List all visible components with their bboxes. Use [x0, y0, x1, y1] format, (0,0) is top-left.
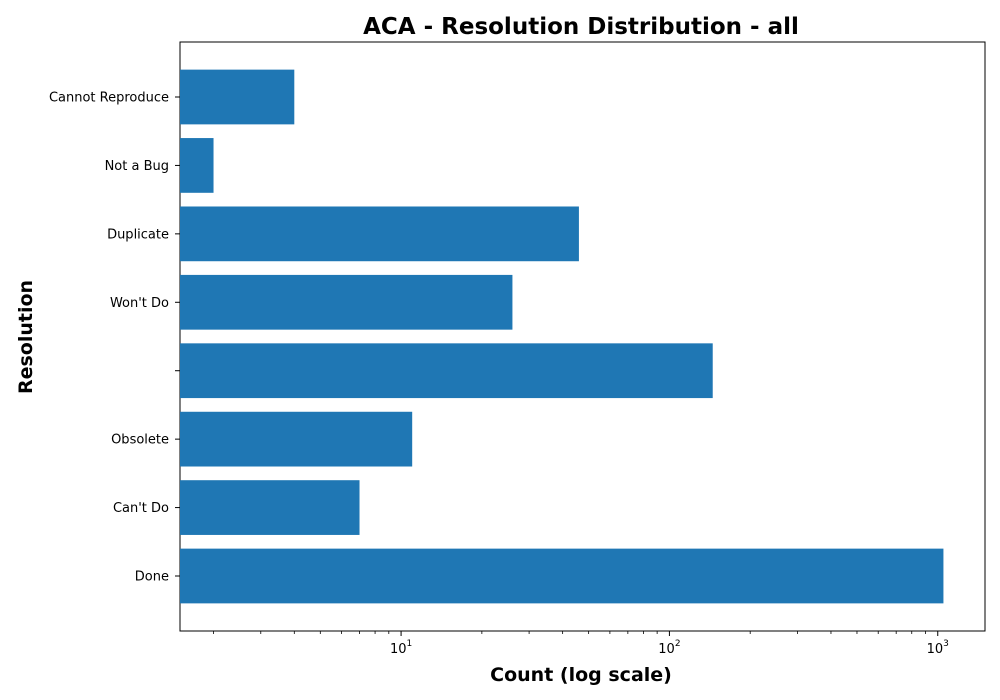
- plot-frame: [179, 41, 986, 632]
- y-tick-label: Duplicate: [107, 227, 169, 242]
- x-tick-base: 10: [927, 642, 944, 657]
- x-tick-exponent: 3: [943, 639, 949, 649]
- x-tick-exponent: 1: [406, 639, 412, 649]
- chart-title: ACA - Resolution Distribution - all: [363, 14, 799, 40]
- y-tick-label: Obsolete: [111, 433, 169, 448]
- bar-duplicate: [180, 206, 579, 262]
- y-tick-label: Cannot Reproduce: [49, 91, 169, 106]
- x-tick-base: 10: [390, 642, 407, 657]
- y-tick-label: Not a Bug: [105, 159, 169, 174]
- bar-cannot-reproduce: [180, 69, 295, 125]
- bar-blank: [180, 343, 713, 399]
- x-tick-exponent: 2: [675, 639, 681, 649]
- y-tick-label: Won't Do: [110, 296, 169, 311]
- y-tick-label: Can't Do: [113, 501, 169, 516]
- bar-won-t-do: [180, 274, 513, 330]
- y-ticks-layer: Done Can't Do Obsolete Won't Do Duplicate Not…: [49, 91, 180, 585]
- y-tick-label: Done: [135, 570, 169, 585]
- x-axis-label: Count (log scale): [490, 664, 672, 686]
- y-axis-label: Resolution: [15, 280, 37, 394]
- x-ticks-layer: 101 102 103: [213, 631, 949, 657]
- x-tick-label: 103: [927, 639, 949, 657]
- bar-done: [180, 548, 944, 604]
- x-tick-label: 102: [658, 639, 680, 657]
- bar-obsolete: [180, 411, 413, 467]
- x-tick-base: 10: [658, 642, 675, 657]
- bar-not-a-bug: [180, 138, 214, 193]
- x-tick-label: 101: [390, 639, 412, 657]
- bar-can-t-do: [180, 480, 360, 535]
- bars-layer: [180, 69, 944, 604]
